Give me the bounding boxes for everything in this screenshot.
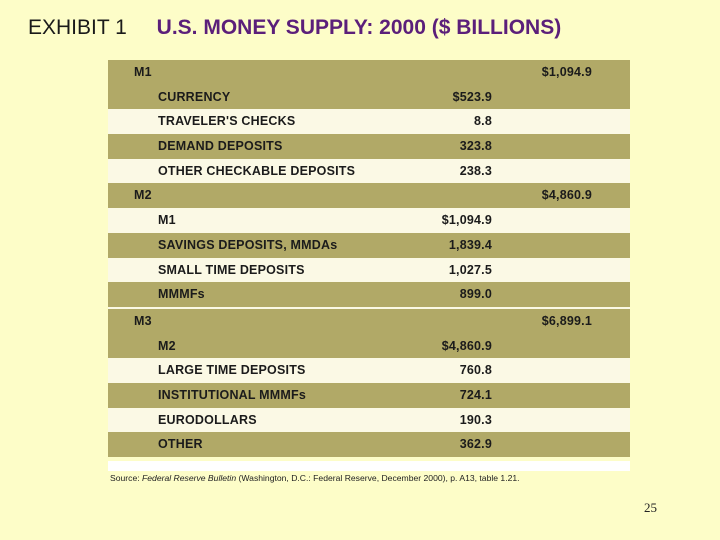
row-label: TRAVELER'S CHECKS bbox=[158, 114, 296, 129]
source-prefix: Source: bbox=[110, 473, 143, 483]
row-label: INSTITUTIONAL MMMFs bbox=[158, 387, 307, 402]
row-label: SAVINGS DEPOSITS, MMDAs bbox=[158, 237, 338, 252]
row-label: M1 bbox=[158, 213, 176, 228]
table-row: OTHER 362.9 bbox=[108, 432, 630, 457]
row-value: 1,027.5 bbox=[448, 262, 492, 277]
money-supply-table: M1 $1,094.9 CURRENCY $523.9 TRAVELER'S CHECK… bbox=[108, 60, 630, 457]
row-label: M2 bbox=[134, 188, 152, 203]
table-row: CURRENCY $523.9 bbox=[108, 84, 630, 110]
row-value: $1,094.9 bbox=[441, 213, 492, 228]
row-value: 190.3 bbox=[459, 412, 492, 427]
row-value: 1,839.4 bbox=[448, 237, 492, 252]
row-label: LARGE TIME DEPOSITS bbox=[158, 363, 306, 378]
row-value: 323.8 bbox=[459, 139, 492, 154]
row-value: $6,899.1 bbox=[541, 313, 592, 328]
table-row: M1 $1,094.9 bbox=[108, 208, 630, 233]
table-row: LARGE TIME DEPOSITS 760.8 bbox=[108, 358, 630, 383]
table-row: INSTITUTIONAL MMMFs 724.1 bbox=[108, 382, 630, 408]
source-publication: Federal Reserve Bulletin bbox=[142, 473, 237, 483]
source-strip bbox=[108, 461, 630, 471]
table-row: TRAVELER'S CHECKS 8.8 bbox=[108, 109, 630, 135]
row-label: DEMAND DEPOSITS bbox=[158, 139, 283, 154]
aggregate-row: M2 $4,860.9 bbox=[108, 183, 630, 209]
row-value: 238.3 bbox=[459, 163, 492, 178]
row-label: SMALL TIME DEPOSITS bbox=[158, 262, 305, 277]
row-label: M3 bbox=[134, 313, 152, 328]
aggregate-row: M1 $1,094.9 bbox=[108, 60, 630, 85]
source-note: Source: Federal Reserve Bulletin (Washin… bbox=[110, 473, 520, 483]
table-row: DEMAND DEPOSITS 323.8 bbox=[108, 134, 630, 159]
row-label: M1 bbox=[134, 65, 152, 79]
row-label: OTHER bbox=[158, 437, 203, 452]
row-value: $4,860.9 bbox=[541, 188, 592, 203]
source-details: (Washington, D.C.: Federal Reserve, Dece… bbox=[236, 473, 520, 483]
table-row: M2 $4,860.9 bbox=[108, 333, 630, 359]
row-value: $4,860.9 bbox=[441, 338, 492, 353]
aggregate-row: M3 $6,899.1 bbox=[108, 306, 630, 334]
table-row: SAVINGS DEPOSITS, MMDAs 1,839.4 bbox=[108, 232, 630, 258]
row-label: EURODOLLARS bbox=[158, 412, 257, 427]
row-label: OTHER CHECKABLE DEPOSITS bbox=[158, 163, 356, 178]
table-row: EURODOLLARS 190.3 bbox=[108, 407, 630, 433]
row-value: 899.0 bbox=[459, 287, 492, 302]
row-label: MMMFs bbox=[158, 287, 205, 302]
row-label: CURRENCY bbox=[158, 89, 231, 104]
page-number: 25 bbox=[644, 500, 657, 515]
exhibit-label: EXHIBIT 1 bbox=[28, 16, 127, 39]
row-label: M2 bbox=[158, 338, 176, 353]
exhibit-heading: U.S. MONEY SUPPLY: 2000 ($ BILLIONS) bbox=[156, 16, 562, 39]
table-row: SMALL TIME DEPOSITS 1,027.5 bbox=[108, 257, 630, 283]
row-value: 760.8 bbox=[459, 363, 492, 378]
row-value: $523.9 bbox=[452, 89, 492, 104]
row-value: 8.8 bbox=[474, 114, 492, 129]
slide-title: EXHIBIT 1 U.S. MONEY SUPPLY: 2000 ($ BIL… bbox=[28, 16, 561, 40]
row-value: 724.1 bbox=[459, 387, 492, 402]
row-value: 362.9 bbox=[459, 437, 492, 452]
table-row: MMMFs 899.0 bbox=[108, 282, 630, 307]
row-value: $1,094.9 bbox=[541, 65, 592, 79]
table-row: OTHER CHECKABLE DEPOSITS 238.3 bbox=[108, 158, 630, 184]
